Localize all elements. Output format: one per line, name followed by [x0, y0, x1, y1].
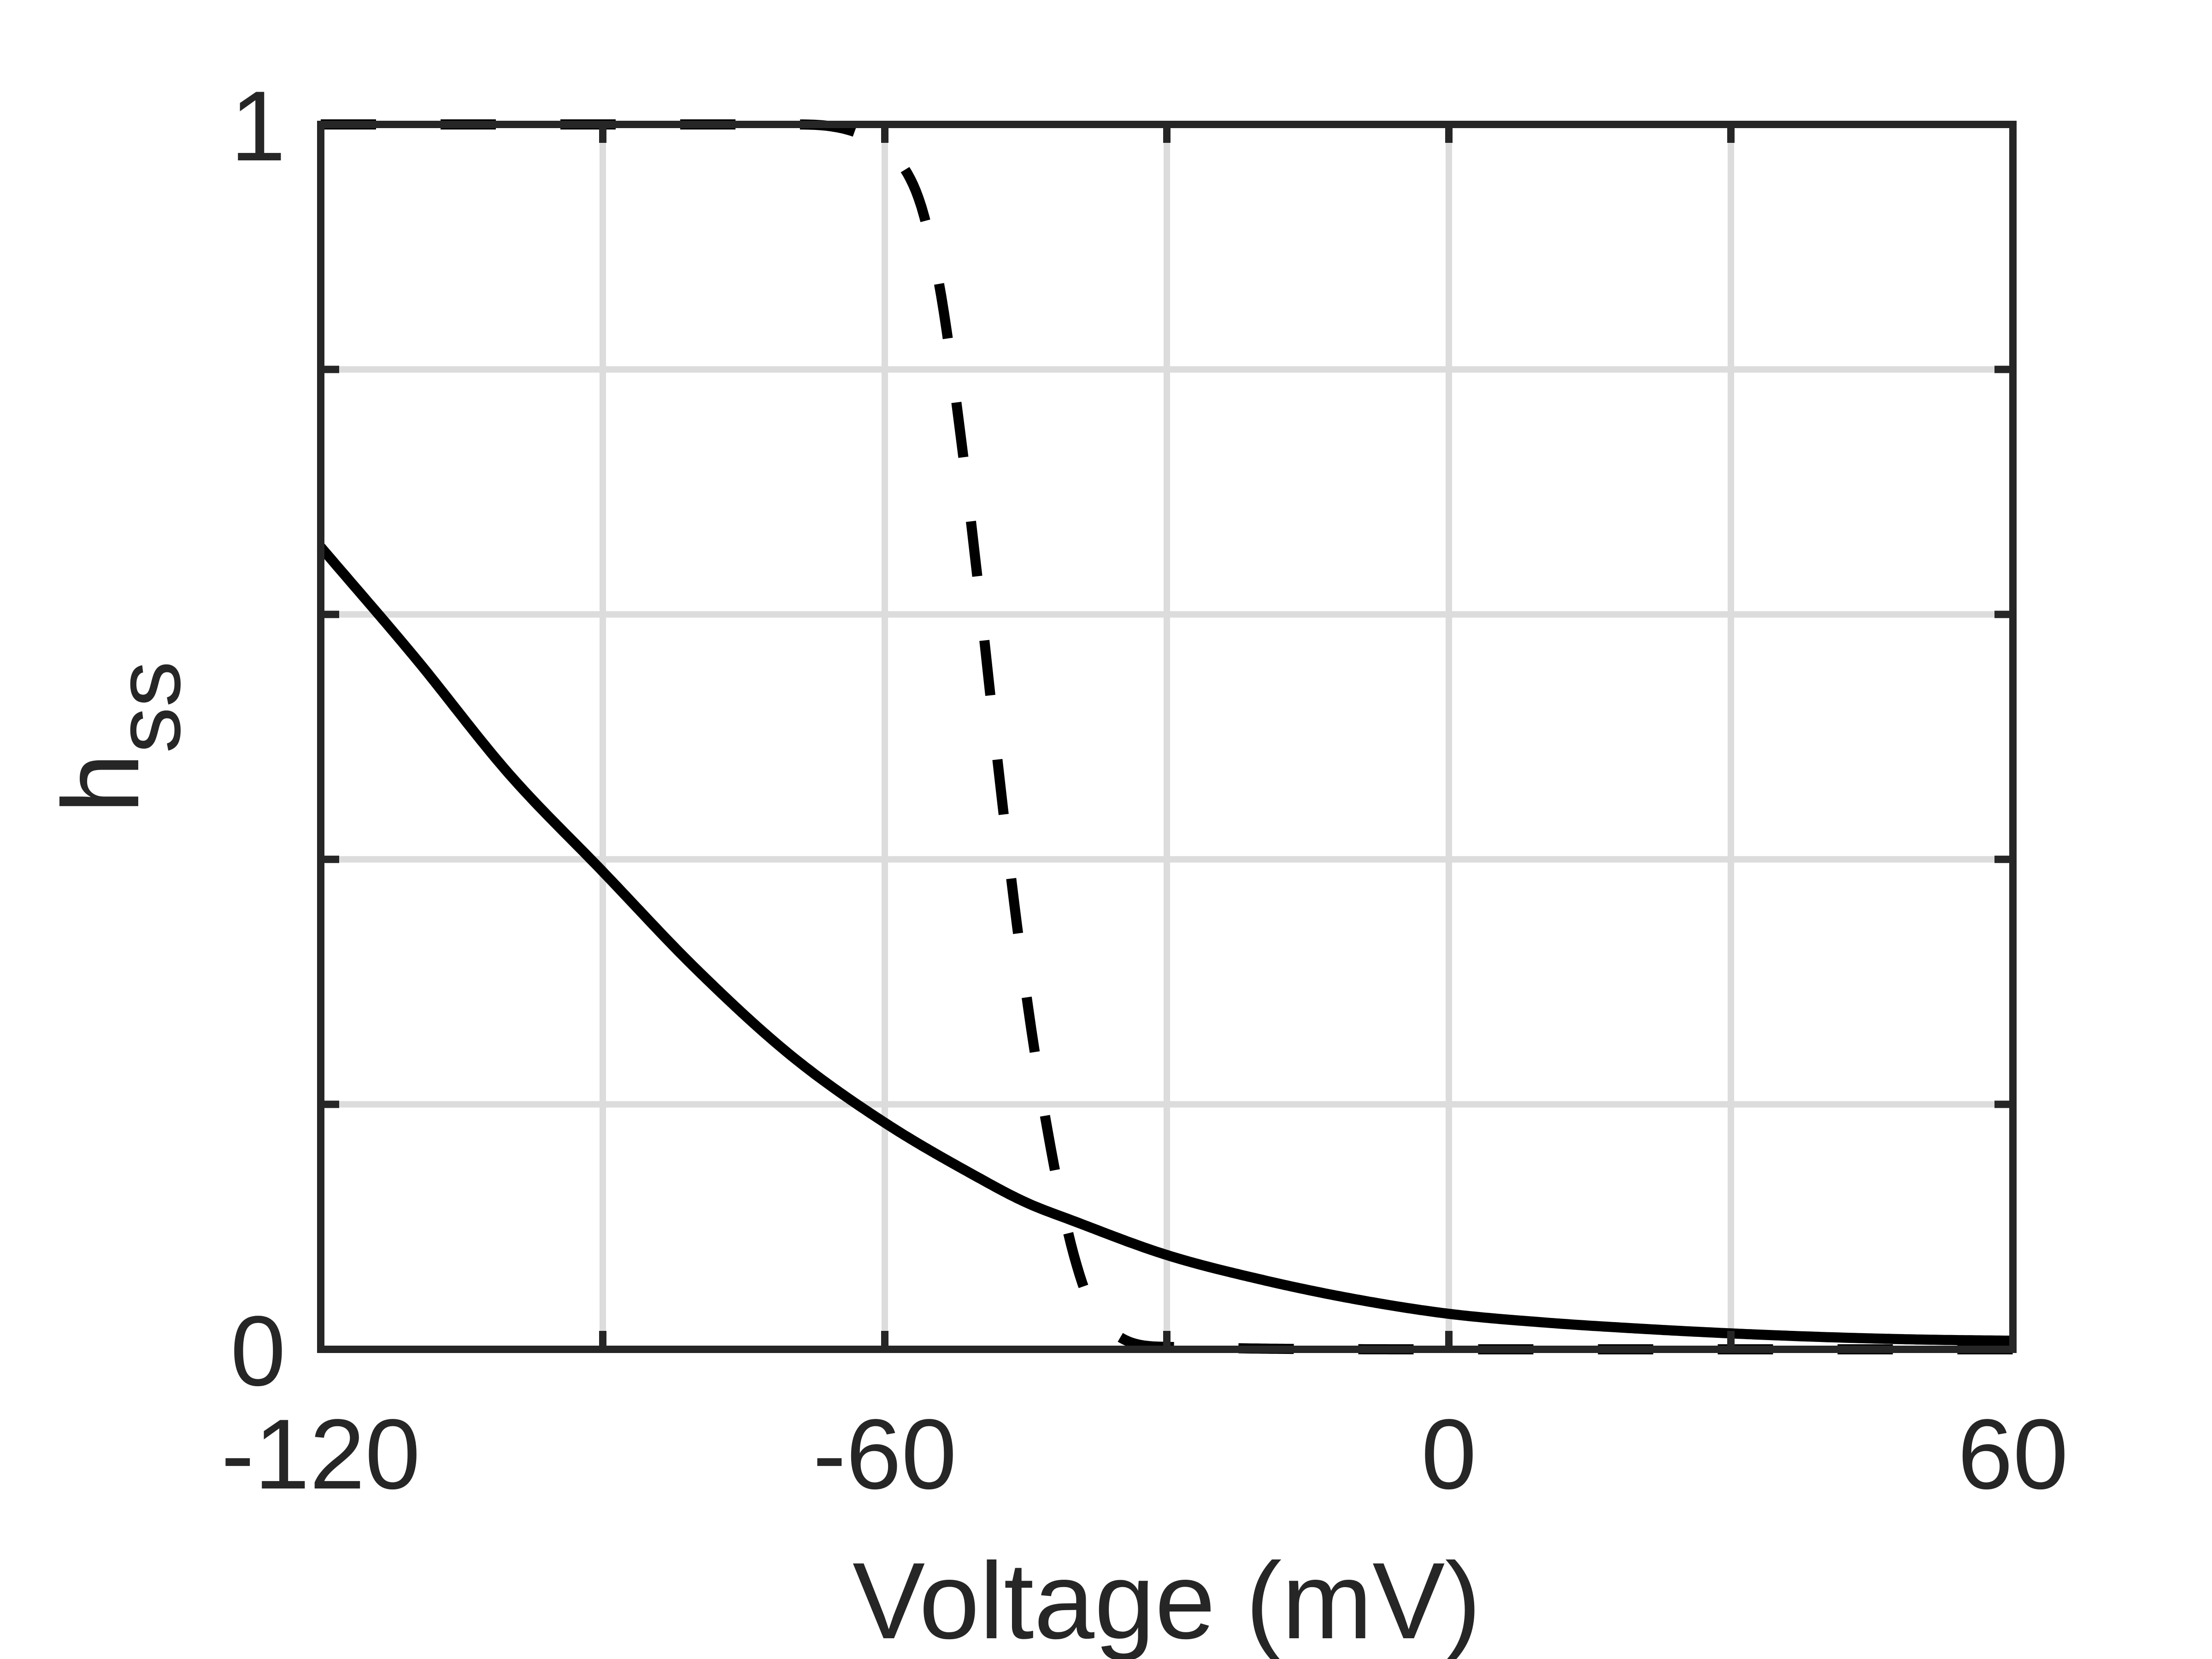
y-tick-label-5: 1 [230, 70, 286, 182]
x-tick-label-0: -120 [221, 1398, 420, 1510]
x-axis-title: Voltage (mV) [853, 1540, 1481, 1659]
y-tick-label-0: 0 [230, 1295, 286, 1406]
x-tick-label-2: -60 [813, 1398, 957, 1510]
tick-labels: -120 -60 0 60 0 1 [221, 70, 2068, 1510]
x-tick-label-4: 0 [1421, 1398, 1477, 1510]
y-axis-title-subscript: ss [97, 661, 200, 753]
y-axis-title-main: h [40, 753, 162, 813]
ticks [317, 121, 2017, 1353]
y-axis-title: hss [40, 661, 200, 813]
x-tick-label-6: 60 [1958, 1398, 2068, 1510]
